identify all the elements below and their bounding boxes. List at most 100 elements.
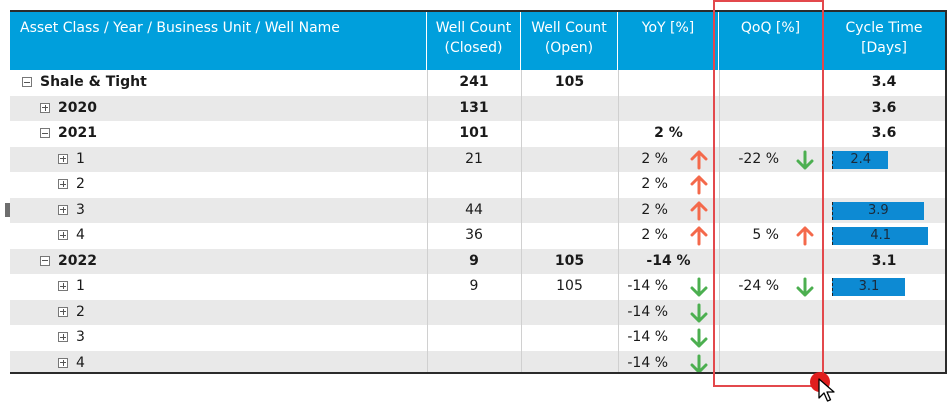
well-count-open-cell bbox=[521, 325, 618, 351]
arrow-up-icon bbox=[690, 150, 708, 169]
row-label: 3 bbox=[76, 329, 85, 345]
well-count-closed-cell: 36 bbox=[465, 227, 483, 243]
well-count-open-cell bbox=[521, 198, 618, 224]
row-label: 2 bbox=[76, 303, 85, 320]
arrow-down-icon bbox=[796, 277, 814, 297]
well-count-open-cell bbox=[521, 300, 618, 326]
well-count-open-cell: 105 bbox=[554, 252, 585, 269]
qoq-highlight-box bbox=[713, 0, 824, 387]
yoy-cell: -14 % bbox=[627, 303, 668, 320]
plus-box-icon[interactable] bbox=[58, 230, 68, 240]
qoq-cell: 5 % bbox=[752, 227, 779, 243]
well-count-closed-cell: 9 bbox=[469, 252, 479, 269]
well-count-open-cell bbox=[521, 223, 618, 249]
cycle-time-bar: 4.1 bbox=[832, 227, 929, 245]
plus-box-icon[interactable] bbox=[40, 102, 50, 113]
arrow-up-icon bbox=[690, 226, 708, 246]
cycle-time-cell: 3.6 bbox=[871, 99, 897, 116]
table-row[interactable]: 4 36 2 % 5 % 4.1 bbox=[10, 223, 945, 249]
minus-box-icon[interactable] bbox=[22, 77, 32, 87]
column-divider bbox=[618, 70, 619, 372]
arrow-down-icon bbox=[690, 303, 708, 322]
plus-box-icon[interactable] bbox=[58, 281, 68, 291]
row-label: 1 bbox=[76, 150, 85, 167]
header-yoy[interactable]: YoY [%] bbox=[618, 12, 719, 70]
cycle-time-cell: 3.1 bbox=[871, 252, 897, 269]
yoy-cell: -14 % bbox=[646, 252, 691, 269]
row-label: 1 bbox=[76, 278, 85, 294]
table-row[interactable]: 2020 131 3.6 bbox=[10, 95, 945, 122]
table-row[interactable]: 2022 9 105 -14 % 3.1 bbox=[10, 248, 945, 274]
row-label: Shale & Tight bbox=[40, 74, 147, 90]
arrow-down-icon bbox=[796, 150, 814, 169]
minus-box-icon[interactable] bbox=[40, 128, 50, 138]
well-count-closed-cell: 101 bbox=[459, 125, 489, 141]
table-row[interactable]: 4 -14 % bbox=[10, 350, 945, 373]
table-row[interactable]: 1 9 105 -14 % -24 % 3.1 bbox=[10, 274, 945, 300]
plus-box-icon[interactable] bbox=[58, 306, 68, 317]
cycle-time-bar: 2.4 bbox=[832, 150, 889, 169]
plus-box-icon[interactable] bbox=[58, 332, 68, 342]
table-row[interactable]: 1 21 2 % -22 % 2.4 bbox=[10, 146, 945, 173]
well-count-open-cell bbox=[521, 147, 618, 173]
table-row[interactable]: 3 44 2 % 3.9 bbox=[10, 197, 945, 224]
row-label: 2020 bbox=[58, 99, 97, 116]
column-divider bbox=[719, 70, 720, 372]
cycle-time-bar: 3.1 bbox=[832, 278, 905, 296]
cycle-time-cell: 3.6 bbox=[871, 125, 897, 141]
cycle-time-bar: 3.9 bbox=[832, 201, 924, 220]
header-asset-class[interactable]: Asset Class / Year / Business Unit / Wel… bbox=[10, 12, 427, 70]
arrow-up-icon bbox=[796, 226, 814, 246]
well-count-closed-cell bbox=[427, 325, 521, 351]
table-row[interactable]: 2 2 % bbox=[10, 172, 945, 198]
well-count-open-cell: 105 bbox=[556, 278, 583, 294]
arrow-down-icon bbox=[690, 354, 708, 372]
well-count-closed-cell: 21 bbox=[465, 150, 483, 167]
plus-box-icon[interactable] bbox=[58, 204, 68, 215]
header-cycle-time[interactable]: Cycle Time [Days] bbox=[845, 20, 923, 56]
well-count-open-cell bbox=[521, 351, 618, 373]
plus-box-icon[interactable] bbox=[58, 179, 68, 189]
table-row[interactable]: Shale & Tight 241 105 3.4 bbox=[10, 70, 945, 96]
table-row[interactable]: 3 -14 % bbox=[10, 325, 945, 351]
well-count-open-cell bbox=[521, 121, 618, 147]
plus-box-icon[interactable] bbox=[58, 357, 68, 368]
yoy-cell: 2 % bbox=[641, 201, 668, 218]
yoy-cell: 2 % bbox=[654, 125, 683, 141]
row-label: 2021 bbox=[58, 125, 97, 141]
well-count-closed-cell: 44 bbox=[465, 201, 483, 218]
yoy-cell: -14 % bbox=[627, 329, 668, 345]
well-count-closed-cell bbox=[427, 172, 521, 198]
table-header: Asset Class / Year / Business Unit / Wel… bbox=[10, 12, 945, 70]
yoy-cell bbox=[618, 70, 719, 96]
plus-box-icon[interactable] bbox=[58, 153, 68, 164]
cycle-time-cell: 3.4 bbox=[871, 74, 897, 90]
resize-handle[interactable] bbox=[5, 203, 10, 217]
yoy-cell bbox=[618, 96, 719, 122]
well-count-closed-cell bbox=[427, 351, 521, 373]
header-well-count-open[interactable]: Well Count (Open) bbox=[521, 12, 618, 70]
yoy-cell: 2 % bbox=[641, 150, 668, 167]
minus-box-icon[interactable] bbox=[40, 255, 50, 266]
cycle-time-cell bbox=[823, 172, 945, 198]
row-label: 4 bbox=[76, 354, 85, 371]
well-count-closed-cell: 241 bbox=[459, 74, 489, 90]
qoq-cell: -22 % bbox=[738, 150, 779, 167]
table-row[interactable]: 2 -14 % bbox=[10, 299, 945, 326]
yoy-cell: -14 % bbox=[627, 278, 668, 294]
arrow-down-icon bbox=[690, 277, 708, 297]
cycle-time-cell bbox=[823, 325, 945, 351]
table-row[interactable]: 2021 101 2 % 3.6 bbox=[10, 121, 945, 147]
well-count-open-cell bbox=[521, 96, 618, 122]
well-count-open-cell bbox=[521, 172, 618, 198]
yoy-cell: 2 % bbox=[641, 176, 668, 192]
header-well-count-closed[interactable]: Well Count (Closed) bbox=[427, 12, 521, 70]
arrow-up-icon bbox=[690, 175, 708, 195]
arrow-down-icon bbox=[690, 328, 708, 348]
row-label: 4 bbox=[76, 227, 85, 243]
row-label: 2 bbox=[76, 176, 85, 192]
header-qoq[interactable]: QoQ [%] bbox=[719, 12, 823, 70]
column-divider bbox=[521, 70, 522, 372]
row-label: 2022 bbox=[58, 252, 97, 269]
well-count-open-cell: 105 bbox=[554, 74, 585, 90]
